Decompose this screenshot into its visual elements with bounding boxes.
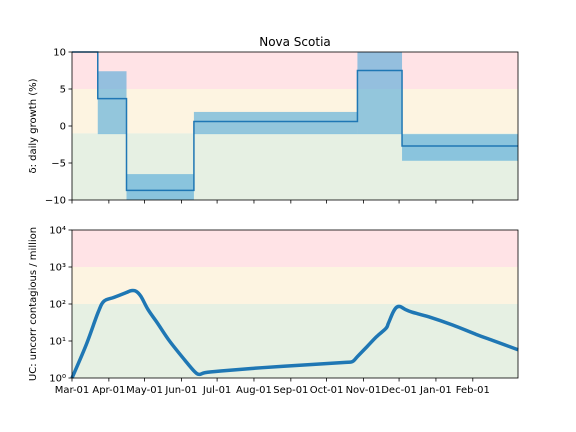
growth-band-0 [72,52,518,89]
contagious-y-tick-label: 10¹ [49,337,66,348]
growth-y-tick-label: −10 [45,196,66,207]
growth-uncertainty-band-0 [97,71,127,135]
contagious-x-tick-label: Oct-01 [310,385,344,396]
contagious-x-tick-label: Jul-01 [202,385,231,396]
contagious-x-tick-label: Aug-01 [236,385,272,396]
growth-uncertainty-band-1 [126,174,194,200]
contagious-panel: 10⁴ 10³ 10² 10¹ 10⁰ Mar-01 Apr-01 May-01 Jun-01… [28,226,519,396]
growth-uncertainty-band-4 [402,134,518,161]
contagious-y-tick-label: 10⁰ [49,374,66,385]
contagious-y-axis-label: UC: uncorr contagious / million [28,227,39,381]
contagious-x-tick-label: Sep-01 [273,385,308,396]
growth-panel: 10 5 0 −5 −10 Nova Scotia δ: daily growth (%… [28,35,519,207]
chart-title: Nova Scotia [259,35,331,49]
contagious-x-tick-label: Jan-01 [419,385,452,396]
contagious-band-0 [72,230,518,267]
contagious-x-tick-label: Apr-01 [92,385,125,396]
contagious-y-tick-label: 10³ [49,263,66,274]
growth-y-tick-label: 10 [53,48,66,59]
growth-y-tick-label: −5 [51,159,66,170]
growth-y-tick-label: 5 [60,85,66,96]
growth-y-axis-label: δ: daily growth (%) [28,78,39,173]
growth-uncertainty-band-3 [357,52,403,135]
contagious-y-tick-label: 10² [49,300,66,311]
contagious-x-tick-label: Jun-01 [164,385,197,396]
growth-y-tick-label: 0 [60,122,66,133]
contagious-x-tick-label: May-01 [126,385,163,396]
growth-rate-series-line [72,51,518,192]
contagious-x-tick-label: Mar-01 [55,385,90,396]
growth-uncertainty-band-2 [193,111,358,135]
contagious-series-line [70,288,519,379]
contagious-y-tick-label: 10⁴ [49,226,66,237]
contagious-x-tick-label: Feb-01 [456,385,490,396]
contagious-x-tick-label: Nov-01 [346,385,382,396]
contagious-band-1 [72,267,518,304]
contagious-x-tick-label: Dec-01 [381,385,417,396]
